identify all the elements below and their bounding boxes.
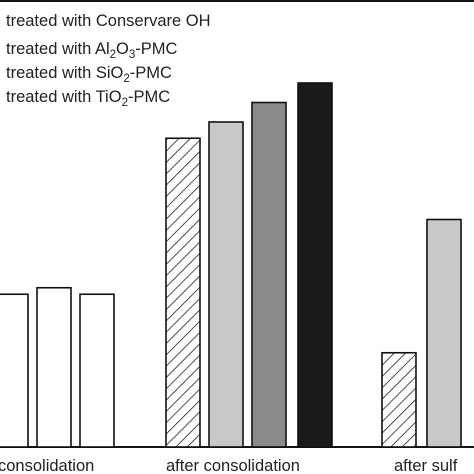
bar-1-0 [165, 137, 201, 448]
legend-entry-al2o3-pmc: treated with Al2O3-PMC [6, 40, 178, 61]
legend: treated with Conservare OH treated with … [6, 12, 211, 109]
bar-1-2 [251, 101, 287, 448]
x-tick-label-after-consolidation: after consolidation [166, 457, 300, 474]
bar-1-3 [297, 82, 333, 448]
legend-entry-conservare-oh: treated with Conservare OH [6, 12, 211, 30]
bar-2-0 [381, 351, 417, 448]
legend-entry-tio2-pmc: treated with TiO2-PMC [6, 88, 170, 109]
bar-0-1 [36, 286, 72, 448]
bar-0-2 [79, 293, 115, 448]
x-tick-label-after-sulf: after sulf [394, 457, 458, 474]
x-tick-label-consolidation: consolidation [0, 457, 94, 474]
bar-0-0 [0, 293, 29, 448]
bars-group [0, 82, 462, 448]
bar-1-1 [208, 121, 244, 448]
legend-entry-sio2-pmc: treated with SiO2-PMC [6, 64, 172, 85]
bar-2-1 [426, 218, 462, 448]
